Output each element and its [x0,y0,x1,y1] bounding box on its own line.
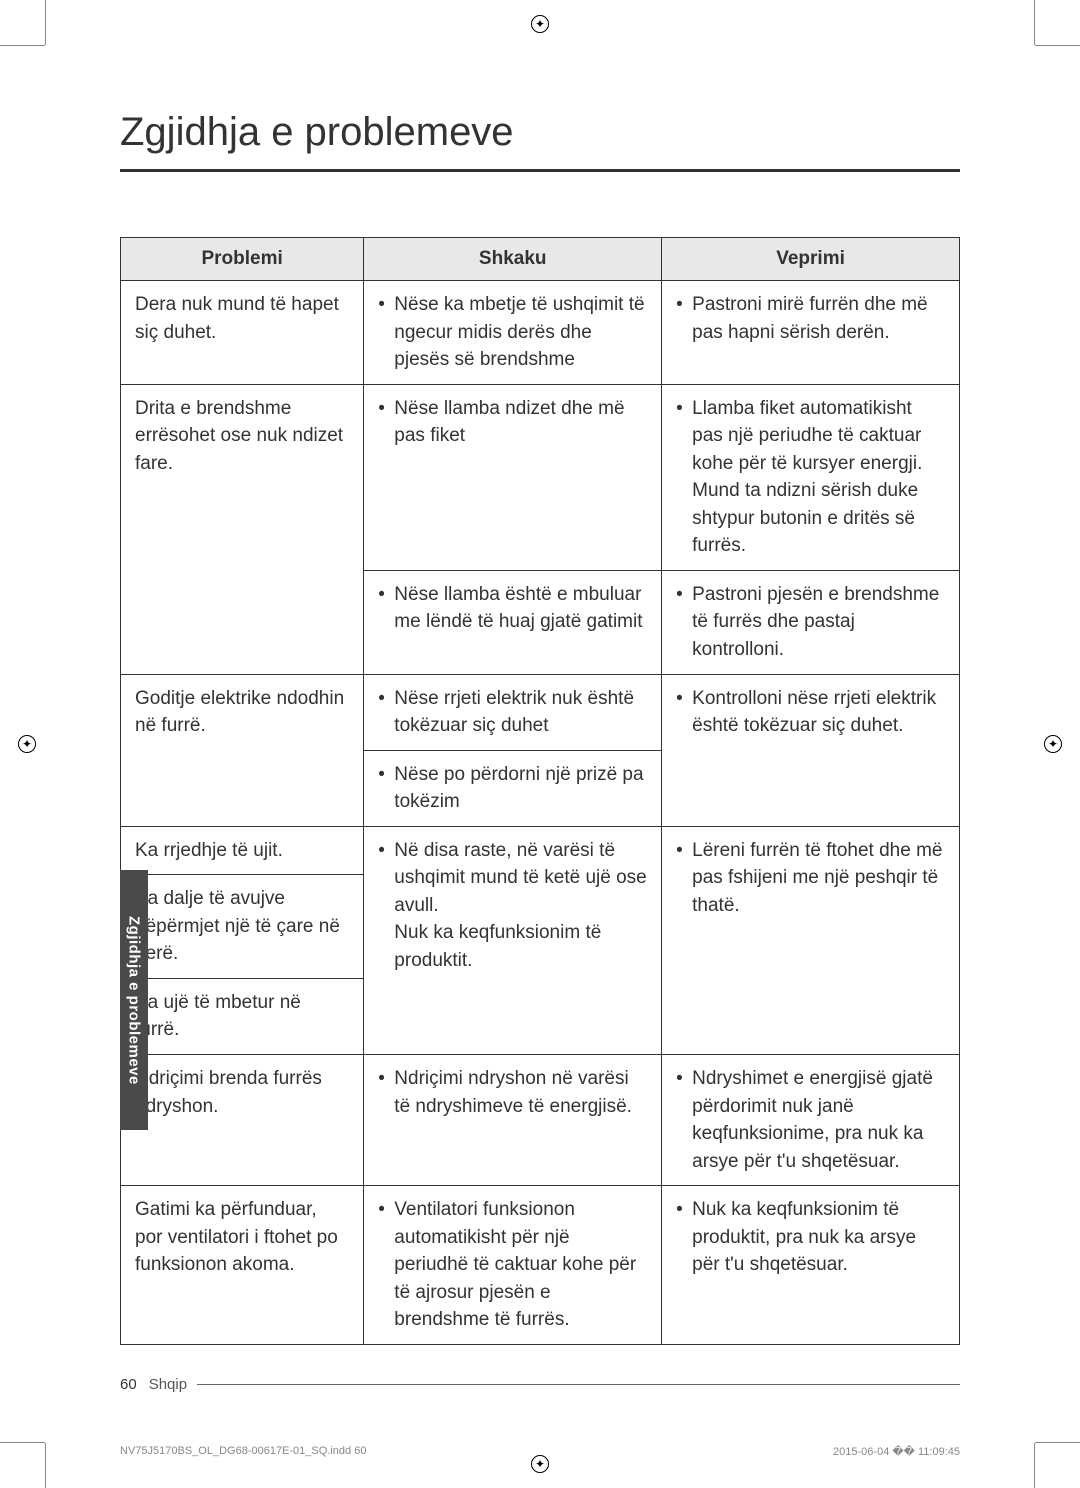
table-row: Ka rrjedhje të ujit. Në disa raste, në v… [121,826,960,875]
table-row: Dera nuk mund të hapet siç duhet. Nëse k… [121,281,960,385]
print-footer: NV75J5170BS_OL_DG68-00617E-01_SQ.indd 60… [120,1445,960,1458]
cell-cause: Nëse rrjeti elektrik nuk është tokëzuar … [364,674,662,750]
page-number: 60 [120,1376,137,1393]
page-content: Zgjidhja e problemeve Problemi Shkaku Ve… [120,110,960,1345]
print-file: NV75J5170BS_OL_DG68-00617E-01_SQ.indd 60 [120,1445,366,1458]
cell-cause: Në disa raste, në varësi të ushqimit mun… [364,826,662,1054]
cell-action: Pastroni pjesën e brendshme të furrës dh… [662,570,960,674]
table-row: Gatimi ka përfunduar, por ventilatori i … [121,1186,960,1345]
cell-problem: Ka ujë të mbetur në furrë. [121,978,364,1054]
cell-cause: Nëse llamba ndizet dhe më pas fiket [364,384,662,570]
registration-mark-right [1044,735,1062,753]
troubleshooting-table: Problemi Shkaku Veprimi Dera nuk mund të… [120,237,960,1345]
table-row: Drita e brendshme errësohet ose nuk ndiz… [121,384,960,570]
page-footer: 60 Shqip [120,1376,960,1393]
table-row: Ndriçimi brenda furrës ndryshon. Ndriçim… [121,1055,960,1186]
cell-problem: Ka rrjedhje të ujit. [121,826,364,875]
table-row: Goditje elektrike ndodhin në furrë. Nëse… [121,674,960,750]
cell-action: Llamba fiket automatikisht pas një periu… [662,384,960,570]
side-tab: Zgjidhja e problemeve [120,870,148,1130]
header-cause: Shkaku [364,238,662,281]
cell-problem: Ndriçimi brenda furrës ndryshon. [121,1055,364,1186]
cell-problem: Drita e brendshme errësohet ose nuk ndiz… [121,384,364,674]
page-title: Zgjidhja e problemeve [120,110,960,172]
cell-problem: Ka dalje të avujve nëpërmjet një të çare… [121,875,364,979]
cell-action: Kontrolloni nëse rrjeti elektrik është t… [662,674,960,826]
table-header-row: Problemi Shkaku Veprimi [121,238,960,281]
cell-cause: Nëse po përdorni një prizë pa tokëzim [364,750,662,826]
footer-rule [197,1384,960,1385]
cell-problem: Gatimi ka përfunduar, por ventilatori i … [121,1186,364,1345]
cell-action: Pastroni mirë furrën dhe më pas hapni së… [662,281,960,385]
cell-cause: Nëse ka mbetje të ushqimit të ngecur mid… [364,281,662,385]
cell-action: Ndryshimet e energjisë gjatë përdorimit … [662,1055,960,1186]
cell-problem: Dera nuk mund të hapet siç duhet. [121,281,364,385]
cell-cause: Ndriçimi ndryshon në varësi të ndryshime… [364,1055,662,1186]
cell-cause: Nëse llamba është e mbuluar me lëndë të … [364,570,662,674]
registration-mark-top [531,15,549,33]
print-date: 2015-06-04 �� 11:09:45 [833,1445,960,1458]
header-problem: Problemi [121,238,364,281]
header-action: Veprimi [662,238,960,281]
cell-action: Nuk ka keqfunksionim të produktit, pra n… [662,1186,960,1345]
registration-mark-left [18,735,36,753]
cell-problem: Goditje elektrike ndodhin në furrë. [121,674,364,826]
cell-action: Lëreni furrën të ftohet dhe më pas fshij… [662,826,960,1054]
cell-cause: Ventilatori funksionon automatikisht për… [364,1186,662,1345]
language-label: Shqip [149,1376,187,1393]
